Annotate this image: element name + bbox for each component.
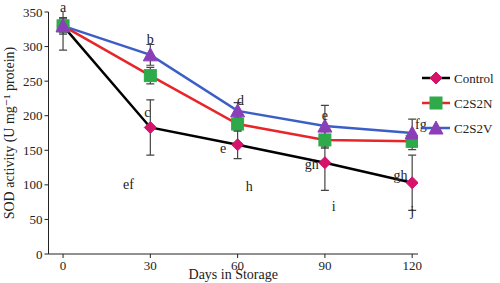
annotation: gh [305,157,319,172]
error-cap [146,99,154,100]
data-point [57,20,69,32]
error-cap [146,67,154,68]
data-point [232,118,244,130]
data-point [143,48,157,61]
series-line [63,26,412,183]
error-cap [59,34,67,35]
y-tick-label: 100 [23,177,43,192]
y-axis-label: SOD activity (U mg⁻¹ protein) [2,46,18,219]
error-cap [234,158,242,159]
legend-label: Control [454,71,494,86]
x-tick-label: 90 [318,258,331,273]
series-line [63,26,412,141]
y-tick [45,46,49,47]
annotation: a [60,0,67,15]
series-line [63,26,412,133]
y-tick-label: 350 [23,5,43,20]
y-tick-label: 300 [23,39,43,54]
data-point [232,139,244,151]
y-tick [45,115,49,116]
error-cap [321,105,329,106]
y-tick [45,254,49,255]
y-tick-label: 50 [30,212,43,227]
legend-marker [429,121,443,134]
plot-area [56,12,418,210]
y-tick [45,81,49,82]
x-axis [49,254,419,255]
x-axis-label: Days in Storage [189,267,278,282]
legend-marker [430,97,442,109]
annotation: b [147,32,154,47]
annotation: i [332,199,336,214]
legend: Control C2S2N C2S2V [422,71,494,136]
y-tick [45,12,49,13]
y-tick-label: 200 [23,108,43,123]
annotation: h [246,179,253,194]
y-tick-label: 250 [23,74,43,89]
y-axis [48,12,49,254]
data-point [56,19,70,32]
annotation: j [409,204,414,219]
data-point [319,157,331,169]
annotation: ef [123,177,134,192]
x-tick-label: 30 [144,258,157,273]
x-tick-label: 120 [402,258,422,273]
error-cap [321,148,329,149]
legend-marker [430,72,442,84]
annotation: gh [394,168,408,183]
data-point [144,121,156,133]
y-tick [45,219,49,220]
error-cap [146,83,154,84]
y-tick [45,150,49,151]
annotation: c [144,105,150,120]
x-tick-label: 0 [60,258,67,273]
error-cap [146,65,154,66]
annotation: e [322,108,328,123]
annotation: fg [415,117,427,132]
annotation: e [220,141,226,156]
annotation: d [237,93,244,108]
data-point [319,134,331,146]
error-cap [408,155,416,156]
error-cap [59,49,67,50]
y-tick-label: 0 [36,247,43,262]
legend-label: C2S2V [454,121,493,136]
error-cap [321,190,329,191]
chart: 0501001502002503003500306090120Days in S… [0,0,500,283]
data-point [144,70,156,82]
data-point [406,177,418,189]
data-point [57,20,69,32]
y-tick [45,184,49,185]
error-cap [146,155,154,156]
y-tick-label: 150 [23,143,43,158]
error-cap [408,149,416,150]
legend-label: C2S2N [454,96,493,111]
